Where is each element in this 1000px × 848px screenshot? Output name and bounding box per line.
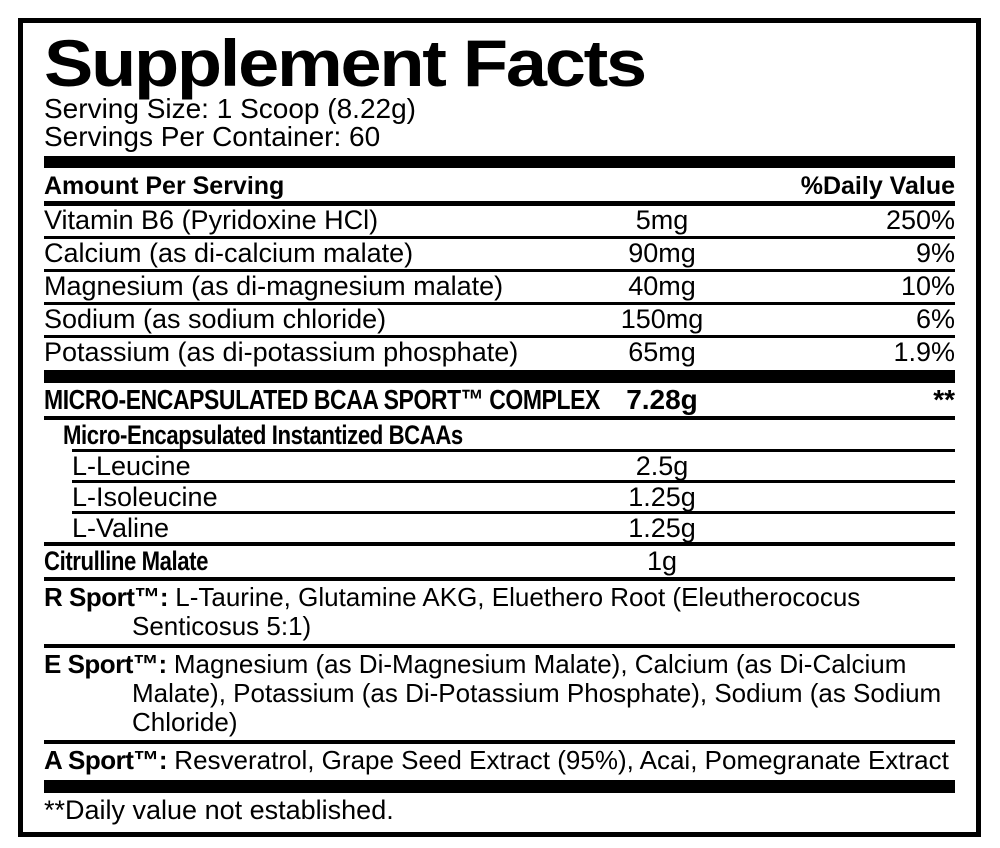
servings-per-container: Servings Per Container: 60: [44, 121, 381, 152]
bcaa-name: L-Valine: [72, 513, 170, 543]
complex-amount: 7.28g: [626, 384, 698, 415]
citrulline-amount: 1g: [646, 546, 678, 576]
complex-name: MICRO-ENCAPSULATED BCAA SPORT™ COMPLEX: [44, 384, 600, 415]
nutrient-name: Vitamin B6 (Pyridoxine HCl): [44, 205, 379, 235]
panel-title: Supplement Facts: [44, 26, 647, 100]
blend-text: L-Taurine, Glutamine AKG, Eluethero Root…: [132, 582, 861, 641]
bcaa-amount: 2.5g: [635, 451, 689, 481]
bcaa-row: L-Isoleucine 1.25g: [72, 480, 955, 511]
nutrient-amount: 90mg: [628, 238, 696, 268]
complex-underline: [44, 416, 955, 420]
blend-row-e-sport: E Sport™: Magnesium (as Di-Magnesium Mal…: [44, 644, 955, 740]
bcaa-amount: 1.25g: [628, 482, 696, 512]
nutrient-row: Potassium (as di-potassium phosphate) 65…: [44, 335, 955, 368]
nutrient-dv: 6%: [915, 304, 955, 334]
bcaa-name: L-Isoleucine: [72, 482, 218, 512]
header-underline: [44, 201, 955, 206]
blend-label: A Sport™:: [44, 745, 168, 775]
nutrient-name: Magnesium (as di-magnesium malate): [44, 271, 504, 301]
complex-row: MICRO-ENCAPSULATED BCAA SPORT™ COMPLEX 7…: [44, 385, 955, 416]
nutrient-amount: 40mg: [628, 271, 696, 301]
serving-size: Serving Size: 1 Scoop (8.22g): [44, 93, 416, 124]
nutrient-dv: 9%: [915, 238, 955, 268]
citrulline-name: Citrulline Malate: [44, 546, 209, 576]
column-header-row: Amount Per Serving %Daily Value: [44, 168, 955, 201]
blend-label: R Sport™:: [44, 582, 169, 612]
nutrient-name: Calcium (as di-calcium malate): [44, 238, 414, 268]
nutrient-row: Calcium (as di-calcium malate) 90mg 9%: [44, 236, 955, 269]
nutrient-name: Sodium (as sodium chloride): [44, 304, 387, 334]
nutrient-dv: 10%: [900, 271, 955, 301]
section-bar-footnote: [44, 780, 955, 793]
nutrient-dv: 250%: [885, 205, 955, 235]
nutrient-dv: 1.9%: [893, 337, 955, 367]
bcaa-row: L-Leucine 2.5g: [72, 449, 955, 480]
blend-row-a-sport: A Sport™: Resveratrol, Grape Seed Extrac…: [44, 740, 955, 778]
bcaa-row: L-Valine 1.25g: [72, 511, 955, 542]
panel-title-wrap: Supplement Facts: [44, 26, 955, 100]
nutrient-amount: 5mg: [635, 205, 689, 235]
citrulline-row: Citrulline Malate 1g: [44, 542, 955, 577]
blend-text: Resveratrol, Grape Seed Extract (95%), A…: [167, 745, 949, 775]
section-bar-top: [44, 156, 955, 168]
daily-value-header: %Daily Value: [800, 172, 955, 200]
bcaa-group-header-row: Micro-Encapsulated Instantized BCAAs: [63, 420, 955, 449]
daily-value-footnote: **Daily value not established.: [44, 795, 394, 825]
blend-label: E Sport™:: [44, 649, 167, 679]
blend-row-r-sport: R Sport™: L-Taurine, Glutamine AKG, Elue…: [44, 577, 955, 644]
complex-dv: **: [933, 384, 955, 415]
nutrient-row: Sodium (as sodium chloride) 150mg 6%: [44, 302, 955, 335]
supplement-facts-panel: Supplement Facts Serving Size: 1 Scoop (…: [18, 18, 981, 837]
amount-per-serving-header: Amount Per Serving: [44, 172, 285, 200]
bcaa-amount: 1.25g: [628, 513, 696, 543]
section-bar-complex: [44, 370, 955, 383]
nutrient-name: Potassium (as di-potassium phosphate): [44, 337, 519, 367]
blend-text: Magnesium (as Di-Magnesium Malate), Calc…: [132, 649, 942, 737]
nutrient-amount: 150mg: [620, 304, 704, 334]
nutrient-row: Vitamin B6 (Pyridoxine HCl) 5mg 250%: [44, 206, 955, 236]
bcaa-name: L-Leucine: [72, 451, 191, 481]
nutrient-row: Magnesium (as di-magnesium malate) 40mg …: [44, 269, 955, 302]
bcaa-group-header: Micro-Encapsulated Instantized BCAAs: [63, 420, 463, 450]
nutrient-amount: 65mg: [628, 337, 696, 367]
